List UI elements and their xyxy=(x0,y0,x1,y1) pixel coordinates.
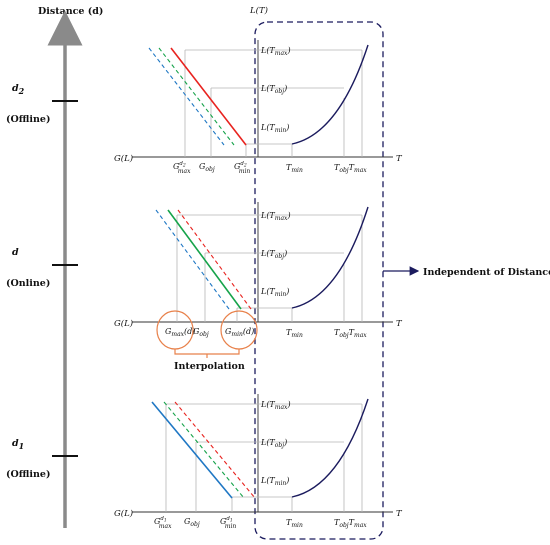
distance-tick-note: (Online) xyxy=(6,278,50,289)
t-tick-label: TobjTmax xyxy=(334,328,367,339)
distance-ticks: d2 (Offline) d (Online) d1 (Offline) xyxy=(6,83,78,480)
lt-curve xyxy=(291,398,369,498)
l-label: L(Tmin) xyxy=(260,287,289,298)
g-tick-label: Gd1 min xyxy=(220,516,236,530)
blue-line xyxy=(151,401,233,499)
red-line xyxy=(177,209,252,310)
l-label: L(Tmin) xyxy=(260,123,289,134)
g-tick-label: Gobj xyxy=(193,327,209,338)
independent-label: Independent of Distance xyxy=(423,267,550,278)
g-tick-label: Gobj xyxy=(199,162,215,173)
green-line xyxy=(167,209,242,310)
red-line xyxy=(170,47,247,146)
l-label: L(Tobj) xyxy=(260,84,287,95)
t-axis-label: T xyxy=(396,319,403,329)
g-tick-label: Gd2 max xyxy=(173,161,191,175)
distance-tick-note: (Offline) xyxy=(6,114,50,125)
blue-line xyxy=(155,209,230,310)
g-axis-label: G(L) xyxy=(114,153,133,164)
blue-line xyxy=(148,47,225,146)
l-label: L(Tobj) xyxy=(260,438,287,449)
t-tick-label: Tmin xyxy=(286,328,303,339)
interpolation-label: Interpolation xyxy=(174,361,245,372)
interpolation-group: Interpolation xyxy=(156,310,258,372)
independent-callout: Independent of Distance xyxy=(383,266,550,278)
lt-axis-title: L(T) xyxy=(249,5,268,16)
lt-curve xyxy=(291,206,369,309)
independent-region-box xyxy=(254,21,384,540)
green-line xyxy=(158,47,235,146)
l-label: L(Tobj) xyxy=(260,249,287,260)
distance-axis: Distance (d) xyxy=(38,6,103,528)
l-label: L(Tmax) xyxy=(260,211,291,222)
l-label: L(Tmax) xyxy=(260,46,291,57)
distance-axis-title: Distance (d) xyxy=(38,6,103,17)
panel-2: L(Tmax) L(Tobj) L(Tmin) G(L) T Gmax(d)Gobj Gmi… xyxy=(114,202,403,339)
t-axis-label: T xyxy=(396,154,403,164)
t-tick-label: TobjTmax xyxy=(334,518,367,529)
panel-3: L(Tmax) L(Tobj) L(Tmin) G(L) T Gd1 max Gobj Gd1 m… xyxy=(114,394,403,530)
interpolation-bracket xyxy=(174,349,240,355)
distance-tick-label: d2 xyxy=(12,83,25,96)
panels: L(Tmax) L(Tobj) L(Tmin) G(L) T Gd2 max Gobj Gd2 m… xyxy=(114,40,403,530)
l-label: L(Tmin) xyxy=(260,476,289,487)
t-tick-label: Tmin xyxy=(286,163,303,174)
t-tick-label: Tmin xyxy=(286,518,303,529)
green-line xyxy=(163,401,245,499)
l-label: L(Tmax) xyxy=(260,400,291,411)
lt-curve xyxy=(291,44,369,145)
g-tick-label: Gd1 max xyxy=(154,516,172,530)
distance-tick-label: d1 xyxy=(12,438,24,451)
g-tick-label: Gobj xyxy=(184,517,200,528)
g-tick-label: Gd2 min xyxy=(234,161,250,175)
distance-tick-note: (Offline) xyxy=(6,469,50,480)
g-tick-label: Gmin(d) xyxy=(225,327,254,338)
g-axis-label: G(L) xyxy=(114,508,133,519)
panel-1: L(Tmax) L(Tobj) L(Tmin) G(L) T Gd2 max Gobj Gd2 m… xyxy=(114,40,403,175)
t-axis-label: T xyxy=(396,509,403,519)
red-line xyxy=(174,401,256,499)
t-tick-label: TobjTmax xyxy=(334,163,367,174)
distance-tick-label: d xyxy=(12,247,19,258)
g-tick-label: Gmax(d) xyxy=(165,327,195,338)
g-axis-label: G(L) xyxy=(114,318,133,329)
